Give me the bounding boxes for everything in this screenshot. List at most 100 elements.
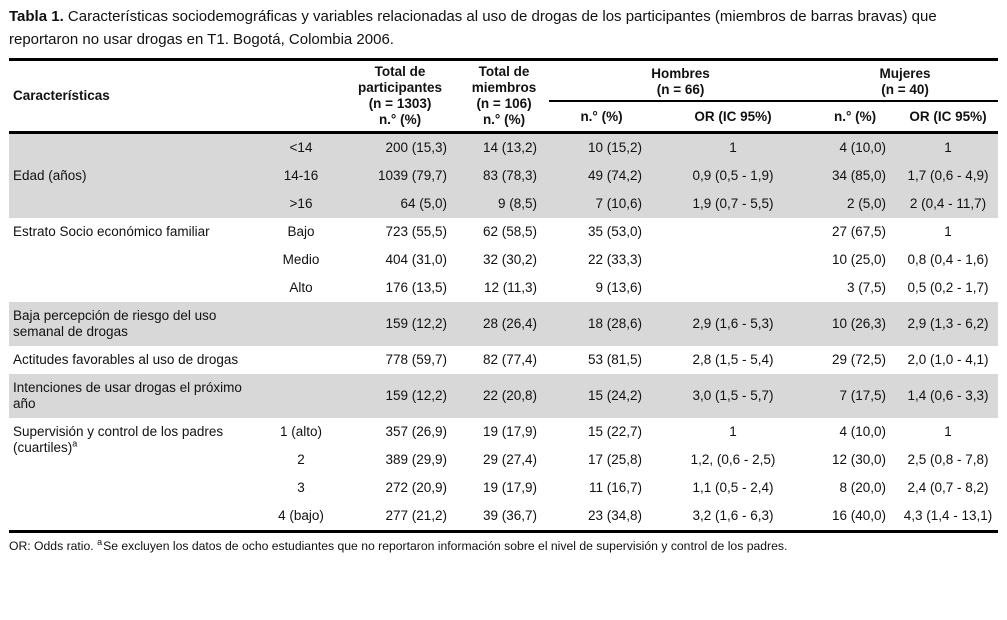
table-row: Actitudes favorables al uso de drogas 778… [9, 346, 998, 374]
cell-total-miembros: 83 (78,3) [482, 168, 538, 183]
cell-hombres-n: 7 (10,6) [595, 196, 643, 211]
cell-hombres-or: 3,0 (1,5 - 5,7) [692, 388, 774, 403]
cell-total-participantes: 64 (5,0) [400, 196, 448, 211]
table-row: Edad (años) <14 200 (15,3) 14 (13,2) 10 (15,… [9, 132, 999, 183]
cell-total-participantes: 1039 (79,7) [377, 168, 448, 183]
cell-hombres-n: 35 (53,0) [587, 224, 643, 239]
cell-total-participantes: 159 (12,2) [385, 316, 448, 331]
table-header: Características Total de participantes (… [9, 59, 999, 133]
cell-hombres-n: 11 (16,7) [588, 480, 643, 495]
cell-subcategory: >16 [289, 196, 313, 211]
table-title-text: Características sociodemográficas y vari… [9, 8, 937, 48]
cell-total-miembros: 29 (27,4) [482, 452, 538, 467]
table-row: 4 (bajo) 277 (21,2) 39 (36,7) 23 (34,8) 3,2 … [9, 502, 998, 532]
cell-total-participantes: 176 (13,5) [385, 280, 448, 295]
cell-total-participantes: 389 (29,9) [385, 452, 448, 467]
table-body: Edad (años) <14 200 (15,3) 14 (13,2) 10 (15,… [9, 132, 999, 532]
cell-mujeres-n: 16 (40,0) [831, 508, 887, 523]
cell-hombres-or: 1,1 (0,5 - 2,4) [692, 480, 774, 495]
cell-mujeres-or: 1 [944, 224, 952, 239]
cell-mujeres-n: 34 (85,0) [831, 168, 887, 183]
table-row: Medio 404 (31,0) 32 (30,2) 22 (33,3) 10 (25,… [9, 246, 998, 274]
footnote-or-definition: OR: Odds ratio. [9, 539, 94, 553]
cell-total-miembros: 22 (20,8) [482, 388, 538, 403]
cell-hombres-or: 2,9 (1,6 - 5,3) [692, 316, 774, 331]
cell-hombres-n: 22 (33,3) [587, 252, 643, 267]
cell-subcategory [261, 374, 341, 418]
cell-hombres-or [654, 274, 812, 302]
cell-total-miembros: 39 (36,7) [482, 508, 538, 523]
cell-mujeres-n: 10 (25,0) [831, 252, 887, 267]
cell-mujeres-or: 2,5 (0,8 - 7,8) [907, 452, 989, 467]
cell-total-participantes: 159 (12,2) [385, 388, 448, 403]
cell-subcategory [261, 302, 341, 346]
cell-total-miembros: 19 (17,9) [482, 424, 538, 439]
cell-hombres-n: 53 (81,5) [587, 352, 643, 367]
cell-mujeres-or: 2 (0,4 - 11,7) [909, 196, 987, 211]
cell-total-miembros: 82 (77,4) [482, 352, 538, 367]
cell-mujeres-or: 2,0 (1,0 - 4,1) [907, 352, 989, 367]
cell-hombres-or: 1,2, (0,6 - 2,5) [690, 452, 776, 467]
cell-total-participantes: 778 (59,7) [385, 352, 448, 367]
cell-total-miembros: 12 (11,3) [483, 280, 538, 295]
cell-total-participantes: 272 (20,9) [385, 480, 448, 495]
cell-total-participantes: 200 (15,3) [385, 140, 448, 155]
table-row: Supervisión y control de los padres (cua… [9, 418, 998, 455]
cell-subcategory: 1 (alto) [279, 424, 323, 439]
cell-subcategory [261, 346, 341, 374]
row-label: Actitudes favorables al uso de drogas [13, 352, 239, 367]
cell-total-participantes: 357 (26,9) [385, 424, 448, 439]
cell-subcategory: Alto [289, 280, 313, 295]
cell-hombres-or [654, 246, 812, 274]
cell-hombres-or: 0,9 (0,5 - 1,9) [692, 168, 774, 183]
col-header-caracteristicas: Características [13, 88, 110, 103]
cell-hombres-n: 17 (25,8) [587, 452, 643, 467]
cell-mujeres-n: 8 (20,0) [839, 480, 887, 495]
row-label: Estrato Socio económico familiar [13, 224, 210, 239]
cell-subcategory: Bajo [287, 224, 315, 239]
cell-mujeres-or: 2,9 (1,3 - 6,2) [907, 316, 989, 331]
cell-mujeres-n: 27 (67,5) [831, 224, 887, 239]
cell-total-miembros: 62 (58,5) [482, 224, 538, 239]
cell-mujeres-n: 4 (10,0) [839, 424, 887, 439]
cell-hombres-n: 10 (15,2) [587, 140, 643, 155]
cell-mujeres-n: 4 (10,0) [839, 140, 887, 155]
cell-mujeres-or: 1,7 (0,6 - 4,9) [907, 168, 989, 183]
cell-hombres-n: 15 (22,7) [587, 424, 643, 439]
sociodemographic-table: Características Total de participantes (… [9, 58, 999, 533]
cell-mujeres-or: 1 [944, 140, 952, 155]
row-label: Edad (años) [13, 168, 87, 183]
cell-subcategory: <14 [289, 140, 313, 155]
cell-mujeres-or: 0,5 (0,2 - 1,7) [907, 280, 989, 295]
cell-subcategory: Medio [282, 252, 320, 267]
row-label: Supervisión y control de los padres (cua… [13, 424, 224, 455]
table-row: Intenciones de usar drogas el próximo añ… [9, 374, 999, 418]
table-title: Tabla 1. Características sociodemográfic… [9, 6, 998, 51]
footnote: OR: Odds ratio. aSe excluyen los datos d… [9, 536, 998, 555]
cell-mujeres-n: 7 (17,5) [839, 388, 887, 403]
cell-hombres-n: 15 (24,2) [587, 388, 643, 403]
cell-hombres-n: 23 (34,8) [587, 508, 643, 523]
row-label: Intenciones de usar drogas el próximo añ… [13, 380, 242, 411]
cell-mujeres-or: 4,3 (1,4 - 13,1) [903, 508, 993, 523]
cell-total-participantes: 277 (21,2) [385, 508, 448, 523]
footnote-marker: a [97, 536, 103, 547]
table-header-row-groups: Características Total de participantes (… [9, 59, 999, 127]
cell-mujeres-n: 3 (7,5) [847, 280, 887, 295]
cell-hombres-n: 18 (28,6) [587, 316, 643, 331]
cell-hombres-n: 9 (13,6) [595, 280, 643, 295]
cell-subcategory: 4 (bajo) [278, 508, 324, 523]
row-label: Baja percepción de riesgo del uso semana… [13, 308, 217, 339]
col-header-mujeres-n: n.° (%) [833, 109, 877, 125]
cell-hombres-or: 2,8 (1,5 - 5,4) [692, 352, 774, 367]
table-row: Baja percepción de riesgo del uso semana… [9, 302, 999, 346]
cell-mujeres-or: 0,8 (0,4 - 1,6) [907, 252, 989, 267]
table-row: 2 389 (29,9) 29 (27,4) 17 (25,8) 1,2, (0,6 -… [9, 446, 998, 474]
col-header-total-participantes: Total de participantes (n = 1303) n.° (%… [358, 64, 443, 127]
cell-total-participantes: 723 (55,5) [385, 224, 448, 239]
cell-hombres-or: 1 [729, 424, 737, 439]
cell-mujeres-n: 10 (26,3) [831, 316, 887, 331]
footnote-text: Se excluyen los datos de ocho estudiante… [103, 539, 788, 553]
col-header-mujeres-or: OR (IC 95%) [909, 109, 987, 125]
cell-mujeres-n: 29 (72,5) [831, 352, 887, 367]
